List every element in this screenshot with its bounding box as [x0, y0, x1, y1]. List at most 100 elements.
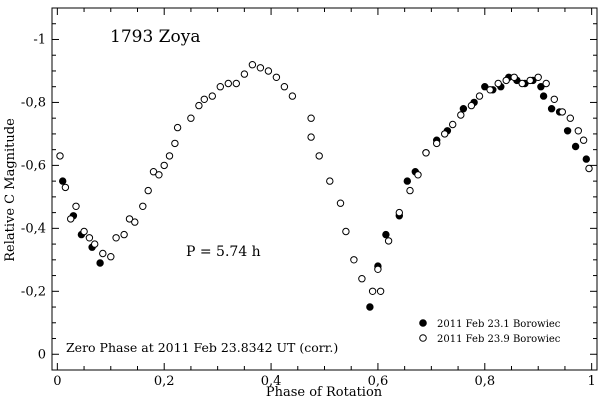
data-point-open [350, 256, 358, 264]
data-point-open [195, 101, 203, 110]
legend: 2011 Feb 23.1 Borowiec 2011 Feb 23.9 Bor… [419, 319, 561, 345]
period-annotation: P = 5.74 h [186, 244, 261, 260]
data-point-open [139, 202, 147, 211]
data-point-open [67, 215, 75, 223]
data-point-filled [563, 127, 572, 135]
data-point-open [526, 76, 534, 85]
data-point-open [315, 152, 323, 160]
data-point-open [85, 234, 94, 242]
y-tick-label: -0,8 [21, 95, 46, 110]
data-point-open [467, 101, 476, 110]
data-point-open [112, 234, 120, 242]
data-point-open [160, 161, 168, 170]
data-point-filled [547, 105, 556, 113]
data-point-open [80, 227, 88, 236]
data-point-open [534, 73, 542, 82]
x-tick-label: 0,2 [154, 374, 175, 389]
data-point-open [173, 123, 182, 132]
data-point-open [61, 183, 70, 192]
data-point-open [433, 139, 441, 148]
data-point-open [99, 249, 107, 258]
data-point-open [144, 186, 152, 195]
legend-label-series-2: 2011 Feb 23.9 Borowiec [437, 334, 561, 345]
plot-frame [51, 7, 598, 371]
x-tick-label: 1 [588, 374, 596, 389]
data-point-open [307, 114, 315, 122]
data-point-filled [96, 259, 104, 267]
data-point-open [457, 111, 465, 119]
series-1-points [59, 73, 590, 311]
data-point-filled [59, 177, 67, 185]
data-point-open [256, 64, 265, 72]
data-point-open [494, 79, 502, 88]
data-point-open [107, 253, 115, 261]
data-point-open [272, 73, 281, 82]
data-point-open [56, 152, 64, 160]
data-point-open [518, 79, 526, 88]
data-point-filled [582, 155, 590, 163]
data-point-open [542, 79, 550, 88]
data-point-open [171, 139, 179, 148]
data-point-open [342, 227, 350, 236]
data-point-open [422, 149, 430, 157]
data-point-open [414, 171, 422, 179]
x-tick-label: 0 [53, 374, 61, 389]
data-point-open [240, 70, 249, 78]
data-point-filled [537, 83, 545, 91]
data-point-open [149, 168, 158, 176]
data-point-open [585, 164, 593, 173]
data-point-open [566, 114, 574, 122]
data-point-open [384, 237, 393, 245]
data-point-filled [403, 177, 411, 185]
data-point-open [558, 108, 566, 116]
y-tick-label: -1 [33, 32, 46, 47]
data-point-open [336, 199, 345, 207]
data-point-open [248, 60, 257, 69]
legend-marker-open [419, 334, 427, 342]
x-tick-label: 0,6 [368, 374, 389, 389]
data-point-open [232, 79, 241, 88]
data-point-open [155, 171, 163, 179]
data-point-open [374, 265, 382, 273]
x-tick-label: 0,8 [474, 374, 495, 389]
y-tick-label: -0,6 [21, 158, 46, 173]
data-point-filled [366, 303, 374, 311]
data-point-open [208, 92, 217, 100]
data-point-open [120, 230, 128, 239]
data-point-open [550, 95, 558, 104]
data-point-open [368, 287, 377, 295]
data-point-open [280, 83, 289, 91]
data-point-open [579, 136, 588, 144]
data-point-open [574, 127, 582, 135]
data-point-filled [481, 83, 489, 91]
data-point-open [510, 73, 518, 82]
x-tick-label: 0,4 [261, 374, 282, 389]
data-point-open [224, 79, 233, 88]
data-point-open [395, 208, 403, 217]
axis-tick-labels: 0 0,2 0,4 0,6 0,8 1 0 -0,2 -0,4 -0,6 -0,8 -1 [21, 32, 596, 389]
legend-marker-filled [419, 319, 427, 327]
plot-area-border [51, 7, 598, 371]
y-tick-label: -0,2 [21, 284, 46, 299]
data-point-open [72, 202, 80, 211]
axis-ticks [52, 8, 597, 370]
data-point-open [91, 240, 99, 248]
data-point-filled [539, 92, 548, 100]
data-point-open [376, 287, 385, 295]
data-point-open [131, 218, 139, 226]
x-axis-label: Phase of Rotation [266, 385, 383, 400]
data-point-open [486, 86, 494, 94]
y-axis-label: Relative C Magnitude [3, 118, 18, 262]
data-point-open [264, 67, 273, 75]
data-point-open [449, 120, 457, 129]
data-point-open [165, 152, 174, 160]
data-point-open [288, 92, 297, 100]
y-tick-label: -0,4 [21, 221, 46, 236]
data-point-open [216, 83, 225, 91]
data-point-open [187, 114, 195, 122]
data-point-filled [571, 142, 580, 151]
chart-title: 1793 Zoya [110, 27, 200, 47]
data-point-open [307, 133, 315, 141]
data-point-open [358, 275, 366, 283]
